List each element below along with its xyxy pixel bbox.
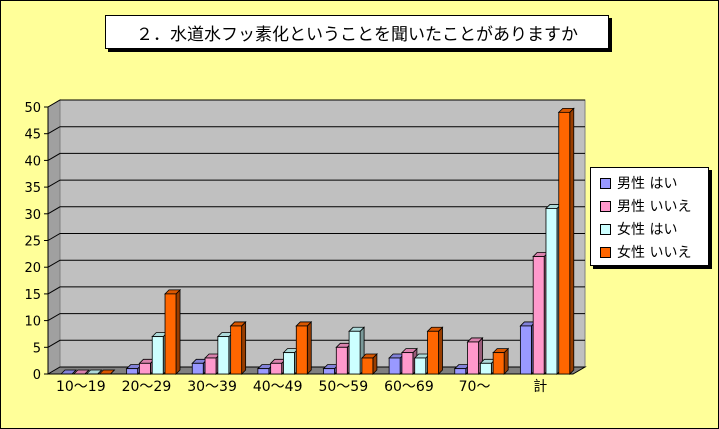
gridline: [47, 339, 585, 348]
gridline: [47, 99, 585, 108]
y-tick-label: 35: [24, 181, 41, 196]
x-tick-label: 60～69: [384, 379, 434, 395]
bar: [545, 208, 558, 375]
bar: [414, 357, 427, 375]
bar: [191, 362, 204, 375]
bar: [454, 368, 467, 375]
bar: [532, 256, 545, 375]
bar: [558, 111, 571, 375]
y-tick-label: 45: [24, 128, 41, 143]
gridline: [47, 152, 585, 161]
x-tick-label: 70～: [459, 379, 491, 395]
legend-item: 男性 はい: [600, 173, 677, 193]
bar: [323, 368, 335, 375]
gridline: [47, 259, 585, 268]
bar: [151, 336, 164, 375]
legend-swatch: [600, 223, 611, 235]
bar: [479, 362, 492, 375]
y-tick-label: 10: [24, 315, 41, 330]
bar-side: [306, 320, 312, 375]
legend-label: 男性 いいえ: [617, 199, 692, 215]
bar: [230, 325, 243, 375]
bar: [427, 330, 439, 375]
x-tick-label: 計: [533, 379, 547, 395]
bar: [492, 352, 505, 375]
x-tick-label: 10～19: [56, 379, 106, 395]
bar: [401, 352, 414, 375]
legend-item: 男性 いいえ: [600, 196, 691, 216]
bar-side: [175, 288, 181, 375]
bar-side: [438, 326, 443, 375]
bar: [348, 330, 361, 375]
legend-label: 女性 はい: [617, 222, 678, 238]
legend-swatch: [600, 246, 611, 258]
y-tick-label: 40: [24, 154, 41, 169]
bar-side: [569, 107, 575, 375]
gridline: [47, 233, 585, 241]
gridline: [47, 313, 585, 322]
bar: [164, 293, 177, 375]
gridline: [47, 206, 585, 215]
y-tick-label: 15: [24, 288, 41, 303]
x-tick-label: 40～49: [253, 379, 303, 395]
bar: [519, 325, 532, 375]
y-tick-label: 25: [24, 235, 41, 250]
bar-side: [241, 320, 247, 375]
bar: [388, 357, 401, 375]
y-tick-label: 0: [33, 368, 41, 383]
legend-item: 女性 はい: [600, 219, 677, 239]
bar: [295, 325, 308, 375]
bar: [217, 336, 230, 375]
bar: [126, 368, 139, 375]
x-tick-label: 20～29: [122, 379, 172, 395]
legend-label: 女性 いいえ: [617, 245, 692, 261]
bar: [139, 362, 151, 375]
bar: [270, 362, 283, 375]
bar: [361, 357, 374, 375]
legend-swatch: [600, 177, 611, 189]
bar: [335, 346, 348, 375]
x-tick-label: 50～59: [318, 379, 368, 395]
legend: 男性 はい 男性 いいえ 女性 はい 女性 いいえ: [590, 167, 709, 266]
bar: [467, 341, 479, 375]
chart-title: ２．水道水フッ素化ということを聞いたことがありますか: [105, 15, 609, 49]
bar: [283, 352, 295, 375]
x-tick-label: 30～39: [187, 379, 237, 395]
legend-label: 男性 はい: [617, 176, 678, 192]
bar: [257, 368, 270, 375]
legend-swatch: [600, 200, 611, 212]
gridline: [47, 179, 585, 188]
y-tick-label: 20: [24, 261, 41, 276]
y-tick-label: 30: [24, 208, 41, 223]
bar: [204, 357, 217, 375]
gridline: [47, 286, 585, 295]
gridline: [47, 126, 585, 135]
y-tick-label: 50: [24, 101, 41, 116]
legend-item: 女性 いいえ: [600, 242, 691, 262]
y-tick-label: 5: [33, 341, 41, 356]
